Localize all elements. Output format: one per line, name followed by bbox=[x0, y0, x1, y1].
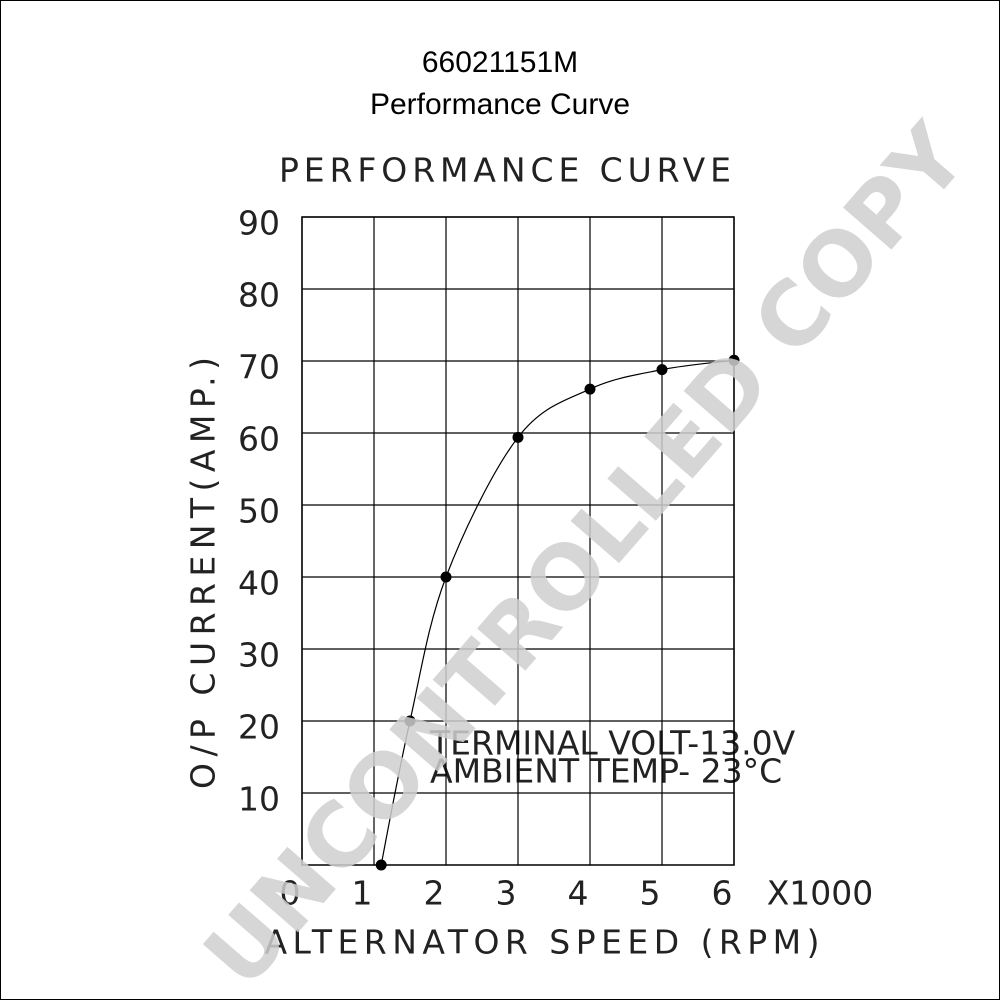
y-tick-label: 10 bbox=[238, 780, 280, 819]
y-tick-label: 90 bbox=[238, 204, 280, 243]
y-tick-label: 20 bbox=[238, 708, 280, 747]
y-tick-label: 60 bbox=[238, 420, 280, 459]
x-tick-label: 1 bbox=[352, 874, 373, 913]
y-tick-label: 80 bbox=[238, 276, 280, 315]
y-tick-label: 50 bbox=[238, 492, 280, 531]
y-tick-label: 70 bbox=[238, 348, 280, 387]
data-point bbox=[728, 354, 740, 366]
data-point bbox=[584, 383, 596, 395]
data-point bbox=[404, 715, 416, 727]
x-tick-label: 6 bbox=[712, 874, 733, 913]
x-tick-label: 5 bbox=[640, 874, 661, 913]
chart-subtitle: Performance Curve bbox=[370, 88, 630, 121]
data-point bbox=[512, 431, 524, 443]
x-axis-label: ALTERNATOR SPEED (RPM) bbox=[265, 923, 820, 962]
x-multiplier: X1000 bbox=[767, 874, 874, 913]
plot-title: PERFORMANCE CURVE bbox=[279, 151, 731, 190]
data-point bbox=[375, 859, 387, 871]
y-tick-label: 30 bbox=[238, 636, 280, 675]
x-tick-label: 4 bbox=[568, 874, 589, 913]
x-tick-label: 0 bbox=[280, 874, 301, 913]
curve bbox=[380, 359, 735, 866]
data-point bbox=[656, 364, 668, 376]
chart-title: 66021151M bbox=[422, 46, 578, 79]
x-tick-label: 2 bbox=[424, 874, 445, 913]
y-axis-label: O/P CURRENT(AMP.) bbox=[184, 357, 223, 789]
y-tick-label: 40 bbox=[238, 564, 280, 603]
x-tick-label: 3 bbox=[496, 874, 517, 913]
annotation: AMBIENT TEMP- 23°C bbox=[430, 752, 782, 791]
data-point bbox=[440, 571, 452, 583]
